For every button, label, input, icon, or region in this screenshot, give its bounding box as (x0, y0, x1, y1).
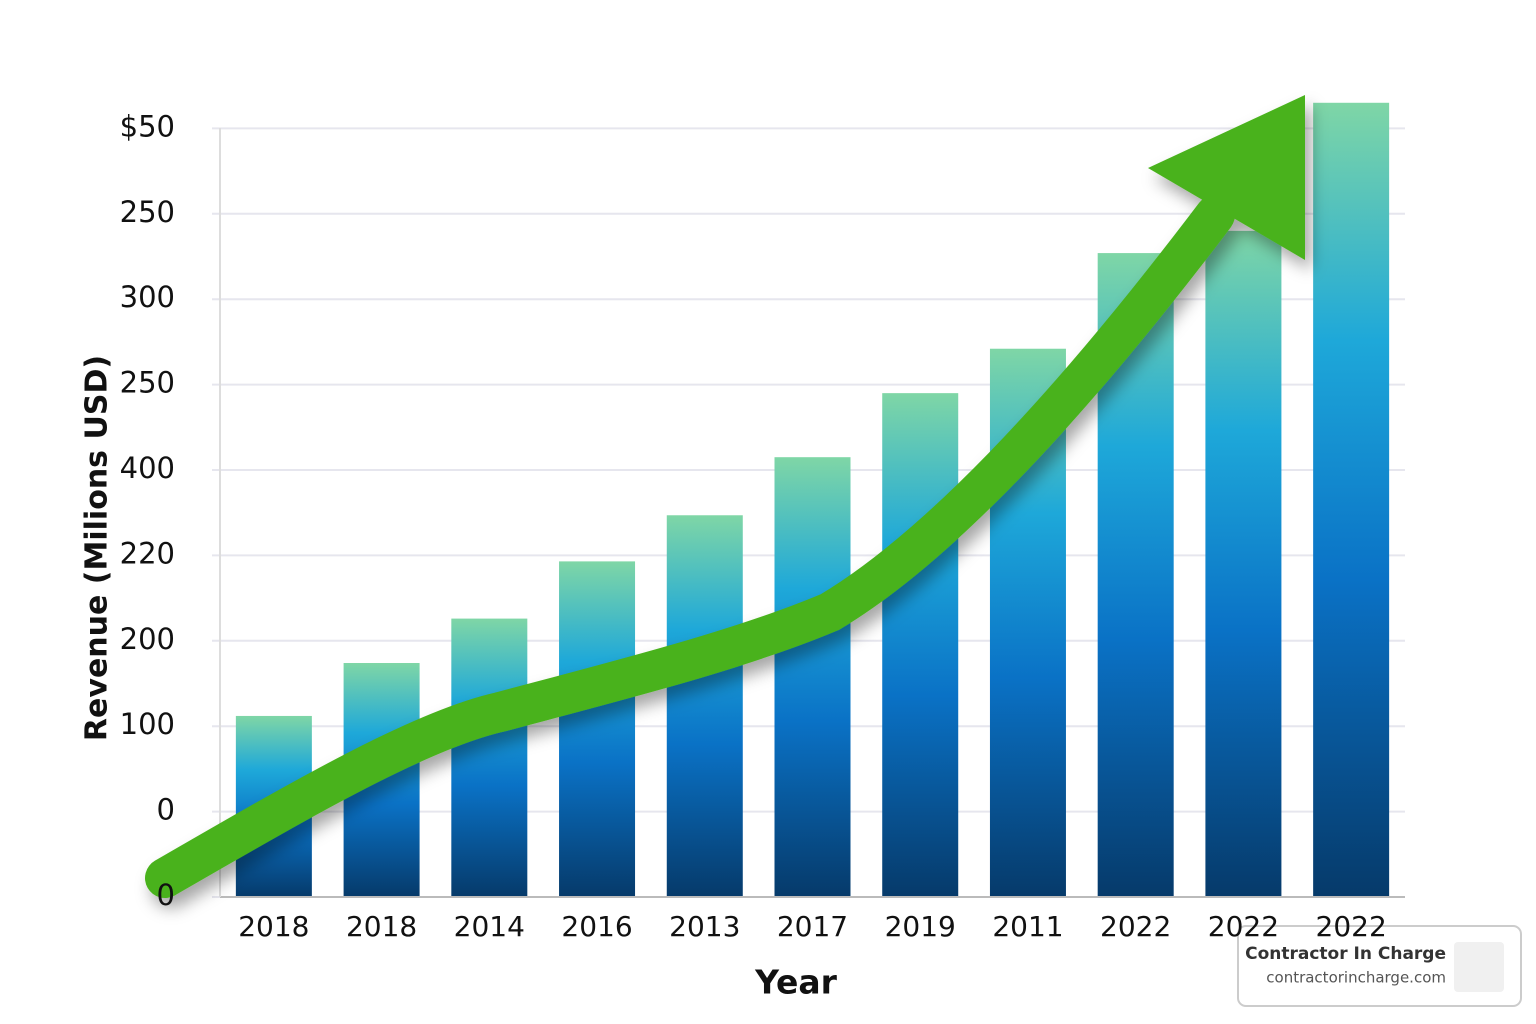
arrow-head (1148, 95, 1305, 260)
x-tick-label: 2019 (885, 910, 956, 943)
x-tick-label: 2017 (777, 910, 848, 943)
watermark: Contractor In Charge contractorincharge.… (1237, 925, 1522, 1007)
bar (559, 561, 636, 897)
watermark-box (1237, 925, 1522, 1007)
y-tick-label: 220 (120, 536, 175, 570)
watermark-logo (1454, 942, 1504, 992)
y-tick-label: 200 (120, 622, 175, 656)
watermark-url: contractorincharge.com (1266, 969, 1446, 987)
arrow-shaft (145, 195, 1235, 898)
bar (882, 393, 959, 897)
bar (451, 618, 528, 897)
x-tick-label: 2011 (992, 910, 1063, 943)
y-tick-label: 100 (120, 707, 175, 741)
y-axis-label: Revenue (Milions USD) (80, 355, 115, 741)
y-tick-label: 250 (120, 366, 175, 400)
x-tick-label: 2014 (454, 910, 525, 943)
x-axis-label: Year (754, 963, 838, 1002)
x-tick-label: 2022 (1208, 910, 1279, 943)
bar (1205, 230, 1282, 897)
x-tick-label: 2016 (561, 910, 632, 943)
x-tick-label: 2022 (1100, 910, 1171, 943)
y-tick-label: 400 (120, 451, 175, 485)
y-tick-label: 300 (120, 280, 175, 314)
x-tick-label: 2018 (346, 910, 417, 943)
bar (1313, 102, 1390, 897)
x-tick-label: 2018 (238, 910, 309, 943)
bar (666, 515, 743, 897)
growth-arrow (145, 95, 1305, 898)
y-tick-label: $50 (120, 109, 175, 143)
x-tick-label: 2013 (669, 910, 740, 943)
y-tick-label: 0 (157, 793, 175, 827)
y-tick-label: 250 (120, 195, 175, 229)
y-tick-label: 0 (157, 878, 175, 912)
watermark-title: Contractor In Charge (1245, 944, 1446, 964)
x-tick-label: 2022 (1316, 910, 1387, 943)
bar (774, 457, 851, 897)
